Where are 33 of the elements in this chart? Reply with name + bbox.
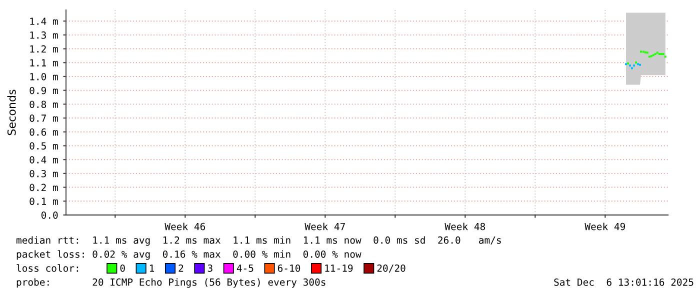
y-tick-label: 1.0 m xyxy=(30,72,58,80)
legend-label: 3 xyxy=(208,264,212,272)
y-tick-label: 1.2 m xyxy=(30,45,58,53)
legend-label: 2 xyxy=(178,264,184,272)
x-tick-label: Week 48 xyxy=(444,222,486,230)
y-tick-label: 0.6 m xyxy=(30,128,58,136)
x-tick-label: Week 46 xyxy=(164,222,206,230)
y-tick-label: 0.0 xyxy=(41,212,58,219)
y-tick-label: 1.3 m xyxy=(30,31,58,39)
y-tick-label: 0.2 m xyxy=(30,184,58,192)
y-tick-label: 0.3 m xyxy=(30,170,58,178)
legend-label: 11-19 xyxy=(325,264,353,272)
y-axis-title: Seconds xyxy=(7,90,16,136)
legend-title: loss color: xyxy=(16,264,78,272)
text: packet loss: 0.02 % avg 0.16 % max 0.00 % min 0.00 % now xyxy=(16,250,362,260)
y-tick-label: 0.4 m xyxy=(30,156,58,164)
text: probe: 20 ICMP Echo Pings (56 Bytes) every 300s xyxy=(16,278,326,288)
y-tick-label: 1.4 m xyxy=(30,18,58,25)
y-tick-label: 0.5 m xyxy=(30,142,58,150)
y-tick-label: 0.8 m xyxy=(30,100,58,108)
legend-label: 1 xyxy=(150,264,154,272)
legend-label: 4-5 xyxy=(236,264,254,272)
text: median rtt: 1.1 ms avg 1.2 ms max 1.1 ms min 1.1 ms now 0.0 ms sd 26.0 am/s xyxy=(16,236,501,246)
x-tick-label: Week 47 xyxy=(304,222,345,230)
y-tick-label: 0.9 m xyxy=(30,86,58,94)
x-tick-label: Week 49 xyxy=(584,222,625,230)
legend-label: 6-10 xyxy=(278,264,300,272)
y-tick-label: 1.1 m xyxy=(30,59,58,66)
y-tick-label: 0.7 m xyxy=(30,114,58,122)
legend-label: 20/20 xyxy=(377,264,406,273)
legend-label: 0 xyxy=(120,264,125,272)
text: Sat Dec 6 13:01:16 2025 xyxy=(554,278,694,286)
y-tick-label: 0.1 m xyxy=(30,198,58,206)
